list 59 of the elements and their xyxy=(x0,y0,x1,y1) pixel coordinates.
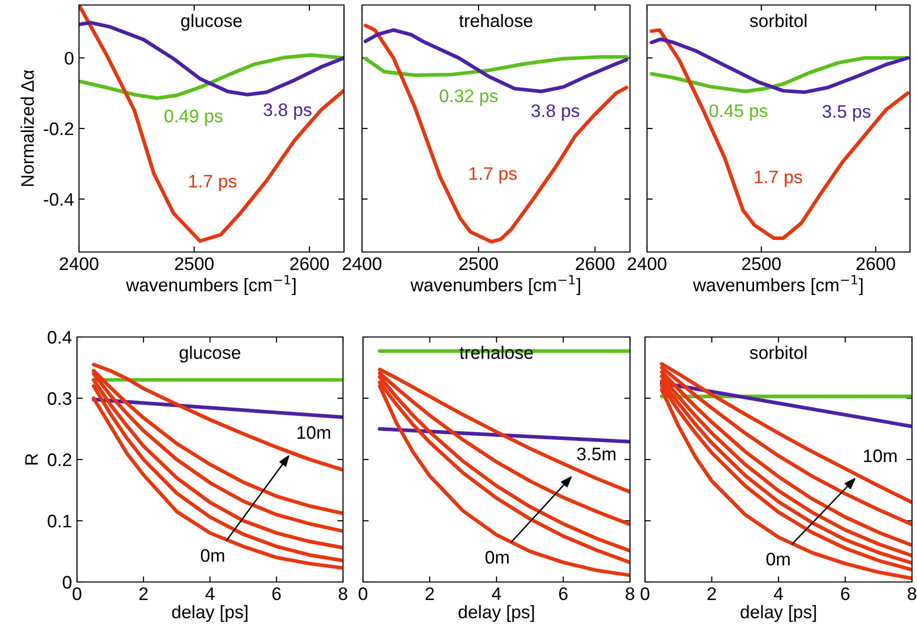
series-label: 1.7 ps xyxy=(754,170,802,187)
y-tick-label: 0.1 xyxy=(48,514,72,528)
y-tick-label: 0 xyxy=(64,52,74,65)
x-tick-label: 2400 xyxy=(342,257,382,270)
y-tick-label: 0.3 xyxy=(48,392,72,405)
x-axis-title: wavenumbers [cm$^{−1}$] xyxy=(410,275,580,295)
x-tick-label: 8 xyxy=(626,587,634,600)
x-axis-title: delay [ps] xyxy=(172,605,248,622)
x-tick-label: 2400 xyxy=(60,257,98,270)
x-tick-label: 6 xyxy=(272,587,281,600)
x-tick-label: 4 xyxy=(774,588,783,600)
annotation: 10m xyxy=(864,449,897,462)
chart-title: glucose xyxy=(181,14,242,31)
x-tick-label: 4 xyxy=(492,588,501,600)
x-tick-label: 2500 xyxy=(175,257,214,270)
x-tick-label: 0 xyxy=(358,587,368,600)
series-label: 1.7 ps xyxy=(470,167,517,184)
chart-title: glucose xyxy=(180,346,240,363)
annotation: 3.5m xyxy=(577,448,616,460)
x-tick-label: 6 xyxy=(559,587,568,600)
x-tick-label: 2400 xyxy=(628,257,666,270)
y-tick-label: -0.4 xyxy=(44,193,74,206)
y-tick-label: 0 xyxy=(62,576,72,589)
annotation: 0m xyxy=(200,549,224,562)
y-tick-label: 0.2 xyxy=(48,453,72,466)
y-tick-label: -0.2 xyxy=(44,122,74,136)
series-label: 1.7 ps xyxy=(189,174,236,192)
annotation: 10m xyxy=(298,426,330,439)
x-tick-label: 2 xyxy=(708,587,716,600)
x-tick-label: 4 xyxy=(205,588,214,600)
x-tick-label: 2600 xyxy=(856,257,896,270)
x-axis-title: wavenumbers [cm$^{−1}$] xyxy=(692,275,863,295)
x-tick-label: 0 xyxy=(640,587,650,600)
series-label: 3.8 ps xyxy=(264,103,312,120)
series-label: 3.8 ps xyxy=(531,104,580,121)
y-axis-title: Normalized Δα xyxy=(20,70,34,186)
x-tick-label: 8 xyxy=(338,587,348,600)
x-tick-label: 2500 xyxy=(459,257,498,270)
y-tick-label: 0.4 xyxy=(48,330,72,344)
x-tick-label: 2 xyxy=(426,587,434,600)
annotation: 0m xyxy=(485,550,509,564)
x-tick-label: 6 xyxy=(841,587,850,600)
y-axis-title: R xyxy=(25,454,38,465)
x-axis-title: delay [ps] xyxy=(740,605,816,622)
chart-title: sorbitol xyxy=(750,14,806,28)
series-label: 0.45 ps xyxy=(709,104,768,121)
chart-title: trehalose xyxy=(459,14,532,28)
annotation: 0m xyxy=(766,552,790,566)
x-tick-label: 2500 xyxy=(742,257,781,270)
x-tick-label: 2600 xyxy=(290,257,329,270)
series-label: 0.32 ps xyxy=(440,90,498,106)
x-tick-label: 2600 xyxy=(576,257,614,270)
x-tick-label: 8 xyxy=(908,587,916,600)
chart-title: sorbitol xyxy=(750,346,806,359)
x-axis-title: wavenumbers [cm$^{−1}$] xyxy=(126,275,296,295)
series-label: 3.5 ps xyxy=(822,105,870,122)
series-label: 0.49 ps xyxy=(164,110,222,126)
x-axis-title: delay [ps] xyxy=(458,605,534,622)
x-tick-label: 2 xyxy=(139,587,148,600)
